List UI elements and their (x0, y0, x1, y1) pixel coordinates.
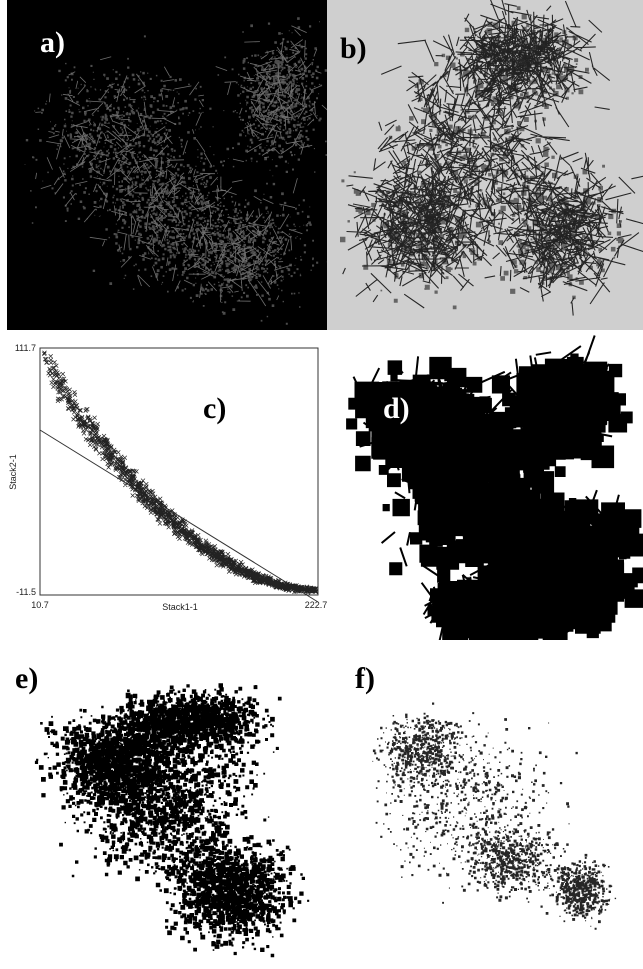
texture (35, 683, 309, 957)
figure: 111.7 -11.5 10.7 222.7 Stack1-1 Stack2-1… (0, 0, 643, 969)
panel-d-image (346, 336, 643, 653)
panel-label: c) (203, 392, 226, 425)
x-min: 10.7 (31, 600, 49, 610)
texture (372, 703, 616, 930)
x-label: Stack1-1 (162, 602, 198, 612)
panel-label: e) (15, 662, 38, 695)
y-max: 111.7 (15, 343, 36, 353)
y-min: -11.5 (16, 587, 36, 597)
plot-frame (40, 348, 318, 595)
panel-e-image (35, 683, 309, 957)
y-label: Stack2-1 (8, 454, 18, 490)
panel-label: a) (40, 26, 65, 59)
panel-f-image (372, 703, 616, 930)
panel-label: d) (383, 392, 410, 425)
panel-label: f) (355, 662, 375, 695)
x-max: 222.7 (305, 600, 328, 610)
panel-label: b) (340, 32, 367, 65)
